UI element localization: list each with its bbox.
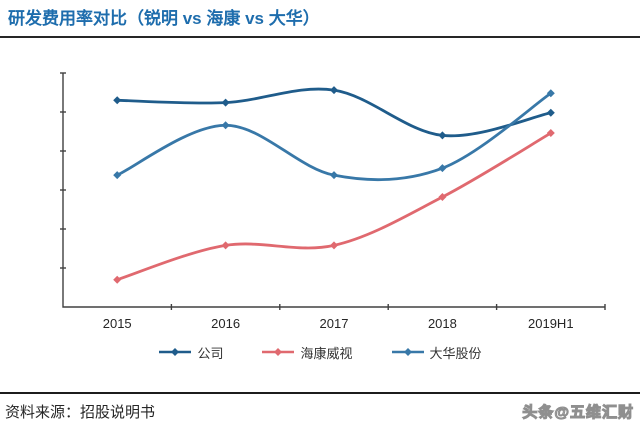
data-point-marker <box>330 171 338 180</box>
axis-lines <box>62 73 605 308</box>
data-point-marker <box>546 89 555 98</box>
legend-item-dahua: 大华股份 <box>391 343 482 362</box>
data-point-marker <box>438 164 447 173</box>
legend-line-marker-icon <box>391 348 424 356</box>
x-axis-label: 2016 <box>211 316 240 331</box>
line-chart: 2015 2016 2017 2018 2019H1 <box>60 72 606 331</box>
source-note: 资料来源：招股说明书 <box>5 404 156 421</box>
legend-item-hikvision: 海康威视 <box>261 343 353 362</box>
x-axis-label: 2015 <box>103 316 132 331</box>
data-point-marker <box>438 131 447 140</box>
data-point-marker <box>221 121 230 130</box>
chart-header: 研发费用率对比（锐明 vs 海康 vs 大华） <box>0 0 640 38</box>
data-point-marker <box>113 275 122 284</box>
legend-label-company: 公司 <box>197 345 224 361</box>
x-axis-label: 2019H1 <box>528 316 574 331</box>
x-axis-label: 2017 <box>320 316 349 331</box>
legend-line-marker-icon <box>159 348 192 356</box>
x-axis-label: 2018 <box>428 316 457 331</box>
chart-legend: 公司 海康威视 大华股份 <box>0 342 640 362</box>
legend-item-company: 公司 <box>158 343 223 362</box>
series-line-海康威视 <box>115 131 553 282</box>
data-point-marker <box>221 241 230 250</box>
legend-label-hikvision: 海康威视 <box>300 345 353 361</box>
series-line-公司 <box>115 87 553 138</box>
data-point-marker <box>221 98 230 107</box>
series-line-大华股份 <box>115 91 553 182</box>
data-point-marker <box>113 171 122 180</box>
legend-line-marker-icon <box>262 348 295 356</box>
data-point-marker <box>546 129 555 138</box>
data-point-marker <box>546 108 555 117</box>
data-point-marker <box>438 193 447 202</box>
chart-title: 研发费用率对比（锐明 vs 海康 vs 大华） <box>8 9 320 28</box>
data-point-marker <box>113 96 122 105</box>
footer: 资料来源：招股说明书 头条@五维汇财 <box>0 392 640 430</box>
data-point-marker <box>330 241 338 250</box>
watermark: 头条@五维汇财 <box>522 403 634 421</box>
data-point-marker <box>330 86 338 95</box>
legend-label-dahua: 大华股份 <box>429 345 482 361</box>
